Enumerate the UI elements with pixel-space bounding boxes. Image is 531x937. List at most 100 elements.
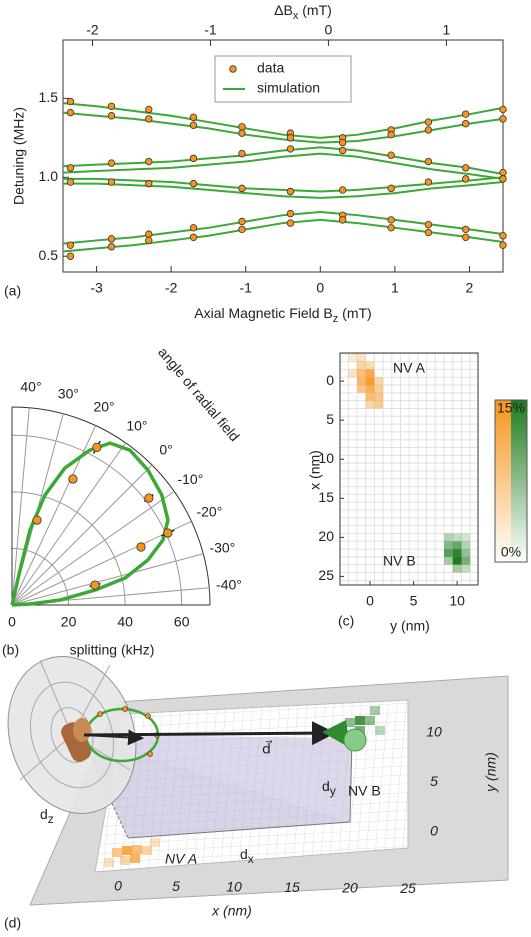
data-point xyxy=(424,157,433,166)
dy-edge xyxy=(349,737,353,823)
data-point xyxy=(189,121,198,129)
nv-a-pixels xyxy=(104,838,160,867)
heatmap-cell xyxy=(444,533,453,542)
simulation-line xyxy=(62,152,504,180)
simulation-line xyxy=(62,146,504,176)
data-point xyxy=(238,149,246,158)
data-point xyxy=(286,209,295,218)
angle-tick-label: -30° xyxy=(209,539,235,555)
data-point xyxy=(66,108,75,117)
heatmap-cell xyxy=(452,556,462,565)
data-point xyxy=(145,115,153,123)
legend-box xyxy=(214,55,352,103)
x-tick-label: 0 xyxy=(316,280,324,296)
dy-label: dy xyxy=(322,778,336,798)
r-tick-label: 60 xyxy=(174,614,190,630)
colorbar-label: 15% xyxy=(497,400,525,416)
angle-tick-label: 20° xyxy=(93,398,114,414)
x-tick-label: -3 xyxy=(90,280,103,296)
data-point xyxy=(238,129,246,137)
data-point xyxy=(68,474,78,484)
angle-tick-label: 40° xyxy=(20,379,41,395)
data-point xyxy=(189,113,198,122)
y-tick-label: 1.5 xyxy=(39,89,59,105)
heatmap-cell xyxy=(356,369,366,378)
x2-tick-label: -2 xyxy=(86,22,99,38)
x-tick-label: 0 xyxy=(366,593,374,609)
data-point xyxy=(66,252,75,260)
data-point xyxy=(424,126,433,134)
data-point xyxy=(145,230,153,238)
dz-main: d xyxy=(40,806,48,822)
panel-label: (b) xyxy=(2,642,19,658)
x2-tick-label: -1 xyxy=(204,22,217,38)
heatmap-cell xyxy=(444,549,453,557)
data-point xyxy=(238,225,246,234)
x-tick-label: -1 xyxy=(239,280,252,296)
angular-grid-line xyxy=(11,407,30,606)
x2-axis-label-sub: x xyxy=(293,10,299,22)
simulation-line xyxy=(62,102,504,139)
data-point xyxy=(499,232,507,240)
heatmap-cell xyxy=(374,385,384,393)
heatmap-cell xyxy=(461,556,471,565)
y-tick-label: 15 xyxy=(318,489,334,505)
data-point xyxy=(424,118,433,126)
colorbar xyxy=(511,400,527,562)
data-point xyxy=(145,157,153,166)
x-axis-label-sub: z xyxy=(333,313,339,325)
dx-label: dx xyxy=(240,846,254,866)
tip-cap xyxy=(73,718,91,742)
data-point xyxy=(107,235,116,243)
x-tick-label: 15 xyxy=(284,879,300,895)
simulation-line xyxy=(63,176,504,193)
data-point xyxy=(462,119,470,128)
data-point xyxy=(107,243,116,251)
legend-label: data xyxy=(257,60,284,76)
x-tick-label: 1 xyxy=(391,280,399,296)
angle-tick-label: -20° xyxy=(196,504,222,520)
heatmap-cell xyxy=(461,564,471,573)
y-tick-label: 0 xyxy=(430,823,438,839)
data-point xyxy=(66,241,75,249)
heatmap-cell xyxy=(452,549,462,557)
panel-label: (d) xyxy=(4,915,21,931)
tip-cylinder xyxy=(61,722,91,762)
heatmap-cell xyxy=(452,533,462,542)
colorbar-frame xyxy=(494,399,528,563)
data-point xyxy=(387,216,395,224)
data-point xyxy=(107,159,116,167)
data-point xyxy=(238,123,246,131)
angle-tick-label: -40° xyxy=(216,577,242,593)
data-point xyxy=(424,178,433,186)
heatmap-cell xyxy=(365,385,375,393)
dz-label: dz xyxy=(40,806,54,826)
heatmap-cell xyxy=(348,369,357,378)
data-point xyxy=(499,105,507,114)
heatmap-cell xyxy=(461,549,471,557)
y-tick-label: 25 xyxy=(318,567,334,583)
x-axis-label: splitting (kHz) xyxy=(70,642,155,658)
heatmap-cell xyxy=(374,392,384,401)
heatmap-cell xyxy=(356,353,366,362)
heatmap-cell xyxy=(365,400,375,409)
x-tick-label: 20 xyxy=(341,880,358,896)
y-tick-label: 10 xyxy=(318,450,334,466)
colorbar-label: 0% xyxy=(501,544,521,560)
heatmap-cell xyxy=(374,377,384,386)
data-point xyxy=(189,224,198,232)
data-point xyxy=(499,168,507,177)
x-tick-label: -2 xyxy=(165,280,178,296)
y-tick-label: 0 xyxy=(326,372,334,388)
simulation-line xyxy=(62,218,504,253)
plot-frame xyxy=(339,352,479,586)
data-point xyxy=(286,134,295,142)
y-tick-label: 1.0 xyxy=(39,168,59,184)
data-point xyxy=(107,178,116,186)
legend-label: simulation xyxy=(257,80,320,96)
nv-b-cone xyxy=(322,720,350,748)
heatmap-cell xyxy=(444,556,453,565)
simulation-line xyxy=(62,211,504,245)
data-point xyxy=(90,580,100,590)
